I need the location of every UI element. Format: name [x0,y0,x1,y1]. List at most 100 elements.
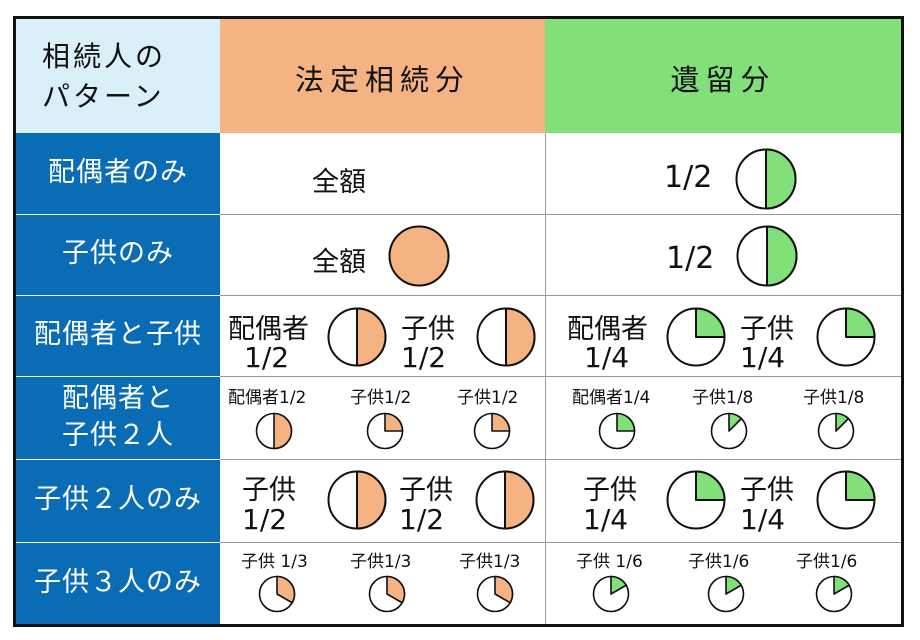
row-label-text: 子供のみ [62,238,174,270]
pie-slice [276,575,296,604]
header-pattern-line2: パターン [42,80,165,113]
pie-chart [817,412,855,450]
row-divider [16,376,220,377]
share-name: 子供 [242,475,296,506]
share-label: 配偶者1/2 [228,388,307,408]
pie-chart [327,307,387,367]
pie-slice [384,412,404,432]
pie-chart [368,575,406,613]
share-value: 1/2 [242,503,288,536]
share-label: 子供1/2 [457,388,519,408]
pie-slice [695,470,726,501]
header-legal-cell [220,19,545,133]
row-divider [220,459,901,460]
row-label-children-only: 子供のみ [16,214,220,295]
legal-children-only-text: 全額 [312,247,366,278]
share-label: 子供1/3 [459,552,521,572]
pie-circle [388,225,450,287]
pie-chart [816,470,876,530]
pie-slice [845,470,876,501]
row-divider [16,295,220,296]
share-label: 子供1/8 [803,388,865,408]
share-name: 配偶者 [228,314,309,345]
pie-chart [598,412,636,450]
share-label: 子供1/3 [350,552,412,572]
pie-slice [505,307,536,367]
pie-chart [666,470,726,530]
share-value: 1/2 [244,341,290,374]
row-label-text: 子供２人のみ [34,484,202,516]
row-label-spouse-and-two-children: 配偶者と 子供２人 [16,376,220,459]
pie-slice [845,307,876,338]
pie-slice [725,575,742,595]
pie-slice [491,412,511,432]
pie-slice [386,575,406,604]
pie-chart [366,412,404,450]
share-value: 1/4 [740,341,786,374]
pie-slice [765,148,797,210]
pie-slice [273,412,293,450]
header-reserved-cell [545,19,901,133]
pie-chart [255,412,293,450]
share-value: 1/4 [740,503,786,536]
row-label-line1: 配偶者と [62,383,174,415]
share-name: 子供 [740,475,794,506]
pie-slice [833,575,850,595]
row-divider [220,295,901,296]
pie-chart [666,307,726,367]
row-label-text: 配偶者と子供 [34,319,202,351]
pie-chart [258,575,296,613]
pie-chart [473,412,511,450]
header-legal: 法定相続分 [294,63,470,97]
row-divider [16,214,220,215]
share-name: 子供 [583,475,637,506]
reserved-children-only-text: 1/2 [666,241,715,276]
reserved-spouse-only-text: 1/2 [664,160,713,195]
pie-slice [616,412,636,432]
share-label: 子供1/6 [796,552,858,572]
pie-slice [695,307,726,338]
column-divider [545,133,546,624]
share-value: 1/4 [583,503,629,536]
share-label: 子供 1/3 [241,552,308,572]
row-label-three-children-only: 子供３人のみ [16,542,220,624]
share-label: 子供 1/6 [576,552,643,572]
share-name: 子供 [740,314,794,345]
row-divider [16,542,220,543]
share-value: 1/2 [399,503,445,536]
share-label: 子供1/8 [692,388,754,408]
pie-chart [475,470,535,530]
inheritance-table: 相続人の パターン 法定相続分 遺留分 配偶者のみ 子供のみ 配偶者と子供 配偶… [13,16,904,627]
share-value: 1/2 [401,341,447,374]
pie-slice [356,470,387,530]
pie-slice [356,307,387,367]
pie-chart [736,225,798,287]
row-label-two-children-only: 子供２人のみ [16,459,220,542]
row-label-text: 配偶者のみ [48,157,188,189]
pie-chart [815,575,853,613]
row-divider [220,542,901,543]
row-divider [220,214,901,215]
pie-chart [816,307,876,367]
header-reserved: 遺留分 [670,63,776,97]
row-label-text: 子供３人のみ [34,566,202,598]
header-pattern-cell [16,19,220,133]
share-name: 子供 [401,314,455,345]
pie-chart [476,307,536,367]
pie-chart [388,225,450,287]
row-divider [220,376,901,377]
row-label-spouse-and-child: 配偶者と子供 [16,295,220,376]
share-label: 子供1/2 [350,388,412,408]
header-pattern-line1: 相続人の [42,40,167,73]
pie-slice [728,412,743,432]
legal-spouse-only-text: 全額 [312,167,366,198]
pie-chart [707,575,745,613]
share-value: 1/4 [584,341,630,374]
pie-chart [592,575,630,613]
pie-chart [327,470,387,530]
row-label-line2: 子供２人 [62,419,174,451]
row-label-spouse-only: 配偶者のみ [16,133,220,214]
share-label: 配偶者1/4 [572,388,651,408]
pie-chart [710,412,748,450]
pie-slice [494,575,514,604]
